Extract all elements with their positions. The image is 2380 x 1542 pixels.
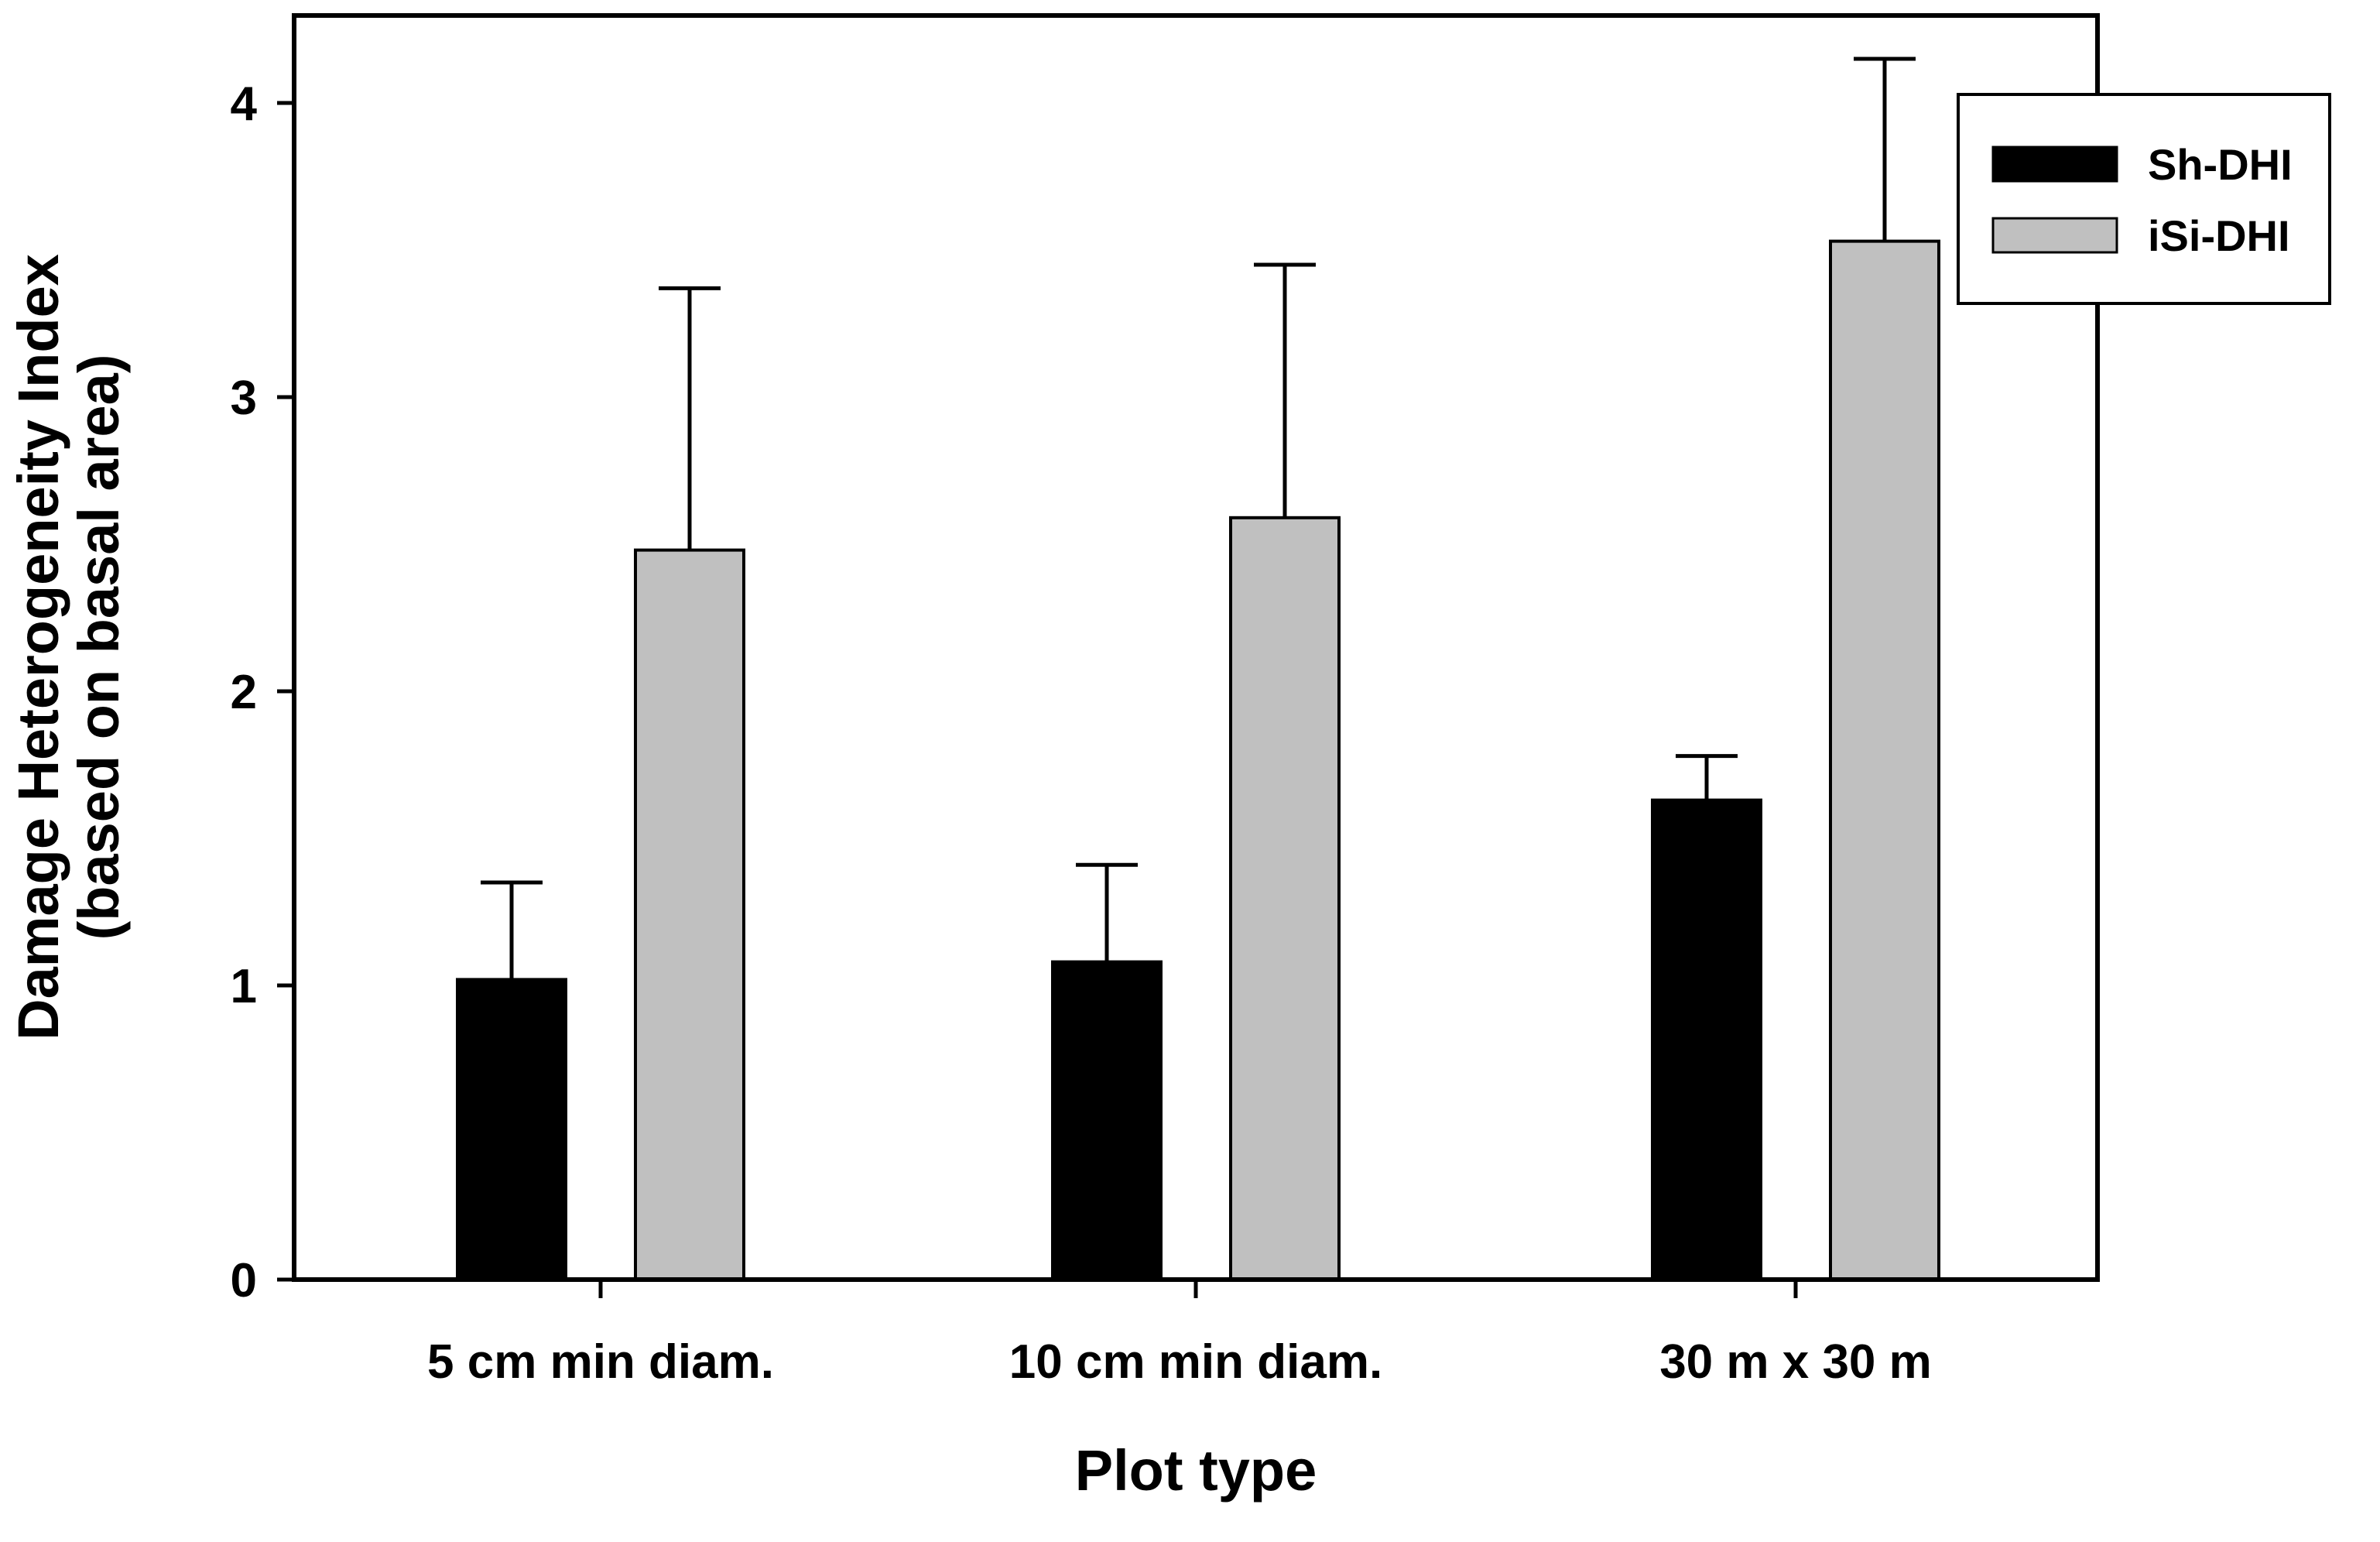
- y-axis: 0 1 2 3 4: [231, 77, 294, 1307]
- bar-sh-dhi-1: [456, 978, 567, 1282]
- bar-isi-dhi-1: [634, 548, 745, 1281]
- x-tick-label-2: 10 cm min diam.: [1009, 1335, 1382, 1389]
- bar-isi-dhi-2: [1229, 516, 1341, 1281]
- legend-label-isi-dhi: iSi-DHI: [2148, 211, 2290, 260]
- bars-layer: [456, 239, 1940, 1282]
- bar-sh-dhi-3: [1651, 798, 1762, 1281]
- x-axis: 5 cm min diam. 10 cm min diam. 30 m x 30 m: [427, 1280, 1932, 1389]
- y-tick-label-2: 2: [231, 666, 257, 719]
- error-bars-layer: [481, 57, 1916, 980]
- legend-label-sh-dhi: Sh-DHI: [2148, 140, 2293, 189]
- x-tick-label-1: 5 cm min diam.: [427, 1335, 774, 1389]
- y-tick-label-0: 0: [231, 1254, 257, 1307]
- y-axis-title-line-2: (based on basal area): [67, 355, 131, 941]
- y-axis-title: Damage Heterogeneity Index (based on bas…: [6, 254, 131, 1040]
- bar-isi-dhi-3: [1829, 239, 1940, 1282]
- x-axis-title: Plot type: [1075, 1438, 1317, 1503]
- y-tick-label-1: 1: [231, 960, 257, 1013]
- legend-box: [1957, 93, 2331, 305]
- y-tick-label-4: 4: [231, 77, 258, 131]
- legend: Sh-DHI iSi-DHI: [1957, 93, 2331, 305]
- legend-swatch-sh-dhi: [1991, 146, 2118, 183]
- bar-sh-dhi-2: [1051, 960, 1163, 1281]
- y-axis-title-line-1: Damage Heterogeneity Index: [6, 254, 70, 1040]
- y-tick-label-3: 3: [231, 372, 257, 425]
- x-tick-label-3: 30 m x 30 m: [1659, 1335, 1932, 1389]
- legend-swatch-isi-dhi: [1991, 217, 2118, 254]
